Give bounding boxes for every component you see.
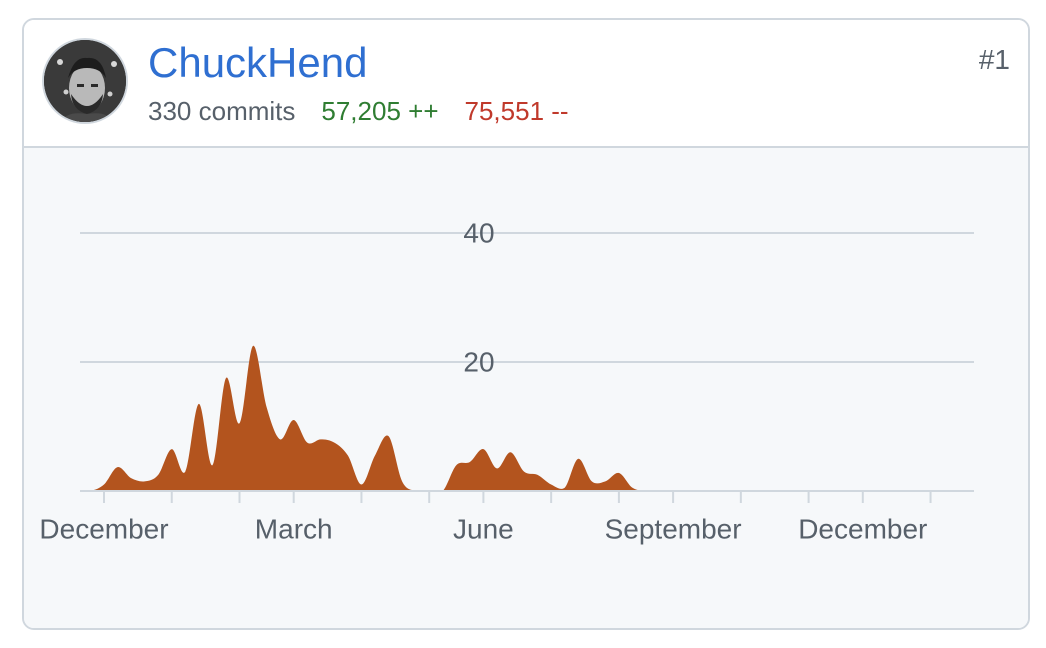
contributor-header: ChuckHend 330 commits 57,205 ++ 75,551 -- … bbox=[24, 20, 1028, 148]
deletions-count: 75,551 -- bbox=[464, 96, 569, 126]
contributor-rank: #1 bbox=[978, 44, 1010, 75]
x-tick-label: September bbox=[605, 514, 742, 545]
additions-count: 57,205 ++ bbox=[321, 96, 439, 126]
x-tick-label: December bbox=[39, 514, 168, 545]
contributor-stats: 330 commits 57,205 ++ 75,551 -- bbox=[148, 98, 569, 124]
x-tick-label: December bbox=[798, 514, 927, 545]
commit-count[interactable]: 330 commits bbox=[148, 96, 296, 126]
contributor-card: ChuckHend 330 commits 57,205 ++ 75,551 -- … bbox=[22, 18, 1030, 630]
commit-activity-chart: 20 40 December March June September December bbox=[39, 218, 974, 545]
y-tick-label: 20 bbox=[463, 347, 494, 378]
avatar[interactable] bbox=[42, 38, 128, 124]
contributor-username-link[interactable]: ChuckHend bbox=[148, 39, 368, 86]
commit-activity-chart-area: 20 40 December March June September December bbox=[24, 148, 1028, 628]
x-tick-label: June bbox=[453, 514, 514, 545]
avatar-image bbox=[44, 40, 126, 122]
x-tick-label: March bbox=[255, 514, 333, 545]
commit-area bbox=[76, 345, 972, 491]
y-tick-label: 40 bbox=[463, 218, 494, 249]
